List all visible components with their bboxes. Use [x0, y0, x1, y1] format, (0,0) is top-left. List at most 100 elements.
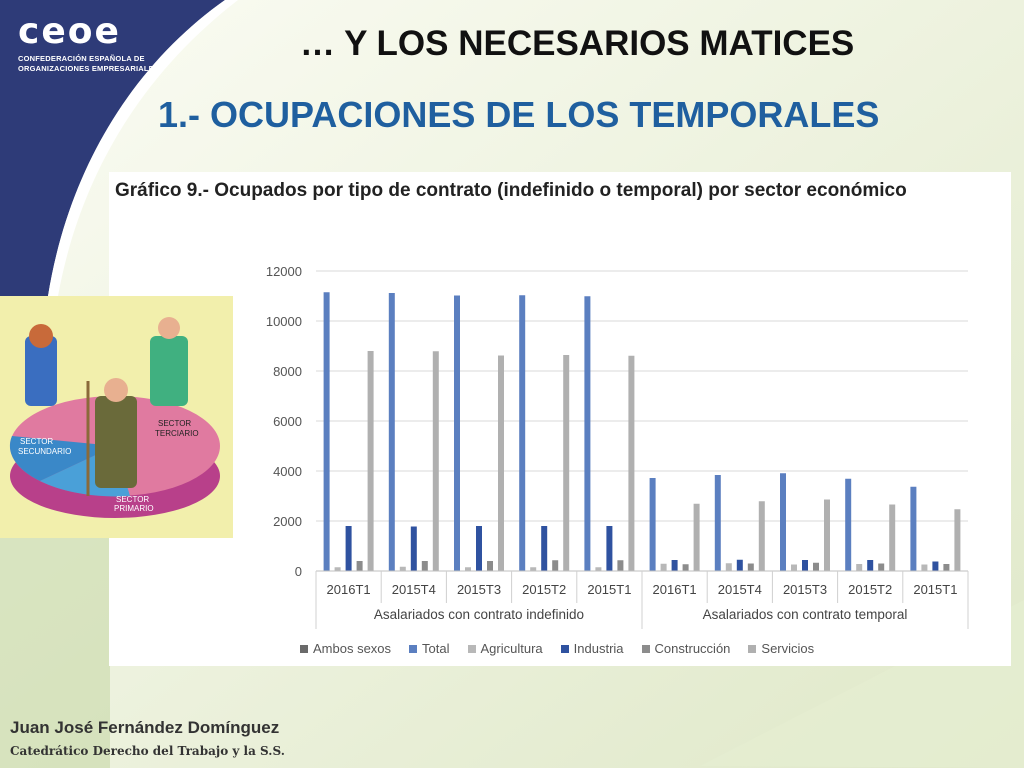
bar-construcci-n [682, 564, 689, 571]
x-tick-label: 2015T3 [457, 582, 501, 597]
bar-agricultura [530, 567, 537, 571]
bar-total [323, 292, 330, 571]
bar-agricultura [660, 563, 667, 571]
legend-label: Ambos sexos [313, 641, 392, 656]
bar-agricultura [595, 567, 602, 571]
slide-subtitle: 1.- OCUPACIONES DE LOS TEMPORALES [158, 94, 880, 135]
chart-title: Gráfico 9.- Ocupados por tipo de contrat… [115, 180, 907, 201]
logo-wordmark: ceoe [18, 11, 121, 52]
legend-swatch [560, 644, 569, 653]
bar-industria [867, 560, 874, 571]
bar-construcci-n [747, 563, 754, 571]
bar-total [584, 296, 591, 571]
bar-industria [606, 526, 613, 571]
bar-servicios [889, 504, 896, 571]
bar-construcci-n [356, 561, 363, 571]
bar-construcci-n [813, 562, 819, 571]
bar-industria [476, 526, 482, 571]
bar-industria [802, 560, 808, 571]
bar-chart: 0 2000 4000 6000 8000 10000 12000 2016T1 2015T4 2… [266, 264, 969, 629]
legend-item: Total [409, 641, 450, 656]
bar-industria [541, 526, 548, 571]
footer-author-name: Juan José Fernández Domínguez [10, 718, 280, 737]
legend-label: Construcción [654, 641, 731, 656]
farmer-head [104, 378, 128, 402]
legend-item: Servicios [748, 641, 814, 656]
legend-swatch [467, 644, 476, 653]
bar-agricultura [399, 566, 406, 571]
legend-swatch [641, 644, 650, 653]
group-label: Asalariados con contrato indefinido [374, 607, 584, 622]
bar-total [845, 478, 852, 571]
bar-agricultura [791, 564, 797, 571]
bar-agricultura [921, 564, 928, 571]
bar-total [454, 295, 460, 571]
legend-item: Agricultura [467, 641, 543, 656]
bar-servicios [954, 509, 961, 571]
y-tick-label: 8000 [273, 364, 302, 379]
worker-head [29, 324, 53, 348]
bar-total [780, 473, 786, 571]
y-tick-label: 12000 [266, 264, 302, 279]
bar-servicios [432, 351, 439, 571]
x-tick-label: 2015T3 [783, 582, 827, 597]
svg-text:TERCIARIO: TERCIARIO [155, 429, 199, 438]
bar-servicios [824, 499, 830, 571]
bar-servicios [628, 355, 635, 571]
legend-swatch [300, 644, 308, 653]
y-tick-label: 10000 [266, 314, 302, 329]
bar-servicios [367, 351, 374, 571]
legend-label: Servicios [761, 641, 815, 656]
bar-industria [410, 526, 417, 571]
bar-total [714, 475, 721, 571]
figure-worker [25, 336, 57, 406]
bar-total [519, 295, 526, 571]
bar-servicios [563, 355, 570, 571]
figure-nurse [150, 336, 188, 406]
legend-label: Total [422, 641, 450, 656]
logo-subtitle: CONFEDERACIÓN ESPAÑOLA DE ORGANIZACIONES… [18, 54, 160, 73]
bar-industria [671, 560, 678, 571]
x-tick-label: 2015T1 [587, 582, 631, 597]
bar-total [649, 478, 656, 571]
figure-farmer [95, 396, 137, 488]
x-tick-label: 2015T4 [392, 582, 436, 597]
y-tick-label: 4000 [273, 464, 302, 479]
bar-servicios [693, 503, 700, 571]
label-secundario: SECTOR [20, 437, 53, 446]
label-primario: SECTOR [116, 495, 149, 504]
slide-title: … Y LOS NECESARIOS MATICES [300, 24, 855, 63]
bar-construcci-n [617, 560, 624, 571]
x-tick-label: 2016T1 [327, 582, 371, 597]
nurse-head [158, 317, 180, 339]
svg-text:PRIMARIO: PRIMARIO [114, 504, 154, 513]
bar-construcci-n [421, 561, 428, 571]
svg-text:SECUNDARIO: SECUNDARIO [18, 447, 71, 456]
bar-industria [932, 561, 939, 571]
chart-legend: Ambos sexos Total Agricultura Industria Cons… [300, 641, 814, 656]
chart-panel [109, 172, 1011, 666]
label-terciario: SECTOR [158, 419, 191, 428]
bar-construcci-n [552, 560, 559, 571]
bar-agricultura [856, 564, 863, 571]
bar-industria [736, 559, 743, 571]
bar-agricultura [725, 563, 732, 571]
bar-servicios [498, 355, 504, 571]
bar-agricultura [334, 567, 341, 571]
bar-construcci-n [878, 563, 885, 571]
bar-total [388, 293, 395, 571]
legend-item: Ambos sexos [300, 641, 391, 656]
sector-illustration: SECTOR SECUNDARIO SECTOR TERCIARIO SECTO… [0, 296, 233, 538]
y-tick-label: 6000 [273, 414, 302, 429]
legend-label: Agricultura [480, 641, 543, 656]
bar-construcci-n [943, 564, 950, 571]
group-label: Asalariados con contrato temporal [703, 607, 908, 622]
legend-label: Industria [573, 641, 624, 656]
bar-servicios [758, 501, 765, 571]
y-tick-label: 2000 [273, 514, 302, 529]
x-tick-label: 2015T2 [522, 582, 566, 597]
x-tick-label: 2016T1 [653, 582, 697, 597]
ceoe-logo: ceoe CONFEDERACIÓN ESPAÑOLA DE ORGANIZAC… [18, 14, 159, 74]
bar-construcci-n [487, 561, 493, 571]
bar-total [910, 486, 917, 571]
